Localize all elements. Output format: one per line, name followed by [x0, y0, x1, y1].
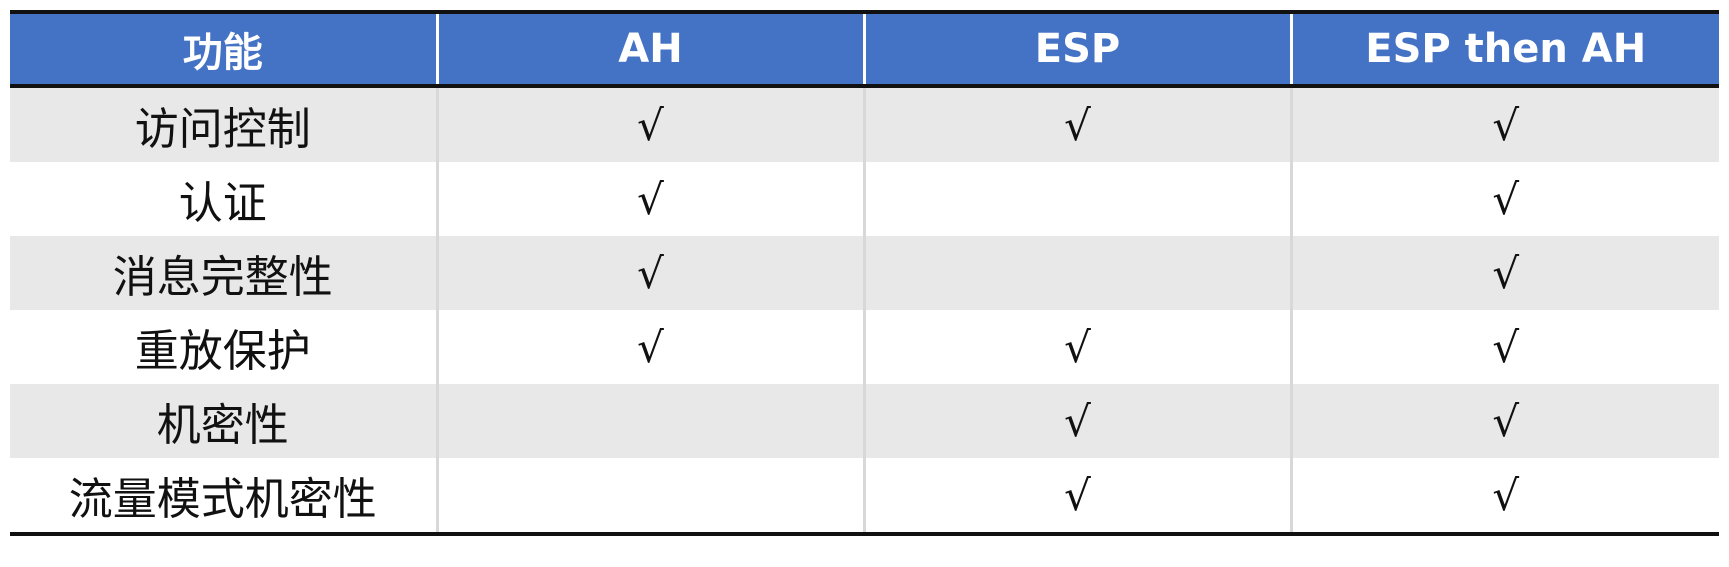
- esp-then-ah-check-cell: √: [1289, 458, 1719, 534]
- table-row: 机密性 √ √: [10, 384, 1719, 458]
- ah-check-cell: √: [435, 236, 864, 310]
- table-body: 访问控制 √ √ √ 认证 √ √ 消息完整性 √ √ 重放保护 √ √: [10, 86, 1719, 534]
- feature-cell: 流量模式机密性: [10, 458, 437, 534]
- esp-check-cell: √: [862, 86, 1291, 162]
- esp-check-cell: [862, 162, 1291, 236]
- table-row: 访问控制 √ √ √: [10, 86, 1719, 162]
- feature-cell: 认证: [10, 162, 437, 236]
- ah-check-cell: [435, 384, 864, 458]
- ah-check-cell: √: [435, 162, 864, 236]
- esp-then-ah-check-cell: √: [1289, 384, 1719, 458]
- esp-then-ah-check-cell: √: [1289, 310, 1719, 384]
- header-esp: ESP: [862, 12, 1291, 88]
- comparison-table-container: 功能 AH ESP ESP then AH 访问控制 √ √ √ 认证 √ √ …: [10, 10, 1719, 536]
- feature-cell: 访问控制: [10, 86, 437, 162]
- esp-then-ah-check-cell: √: [1289, 162, 1719, 236]
- esp-check-cell: [862, 236, 1291, 310]
- esp-then-ah-check-cell: √: [1289, 236, 1719, 310]
- ah-check-cell: √: [435, 86, 864, 162]
- ipsec-feature-table: 功能 AH ESP ESP then AH 访问控制 √ √ √ 认证 √ √ …: [10, 10, 1719, 536]
- feature-cell: 消息完整性: [10, 236, 437, 310]
- table-row: 认证 √ √: [10, 162, 1719, 236]
- ah-check-cell: [435, 458, 864, 534]
- esp-check-cell: √: [862, 458, 1291, 534]
- ah-check-cell: √: [435, 310, 864, 384]
- table-row: 重放保护 √ √ √: [10, 310, 1719, 384]
- feature-cell: 重放保护: [10, 310, 437, 384]
- header-ah: AH: [435, 12, 864, 88]
- esp-check-cell: √: [862, 384, 1291, 458]
- esp-then-ah-check-cell: √: [1289, 86, 1719, 162]
- header-esp-then-ah: ESP then AH: [1289, 12, 1719, 88]
- esp-check-cell: √: [862, 310, 1291, 384]
- table-header: 功能 AH ESP ESP then AH: [10, 12, 1719, 88]
- header-feature: 功能: [10, 12, 437, 88]
- table-row: 消息完整性 √ √: [10, 236, 1719, 310]
- table-row: 流量模式机密性 √ √: [10, 458, 1719, 534]
- header-row: 功能 AH ESP ESP then AH: [10, 12, 1719, 88]
- feature-cell: 机密性: [10, 384, 437, 458]
